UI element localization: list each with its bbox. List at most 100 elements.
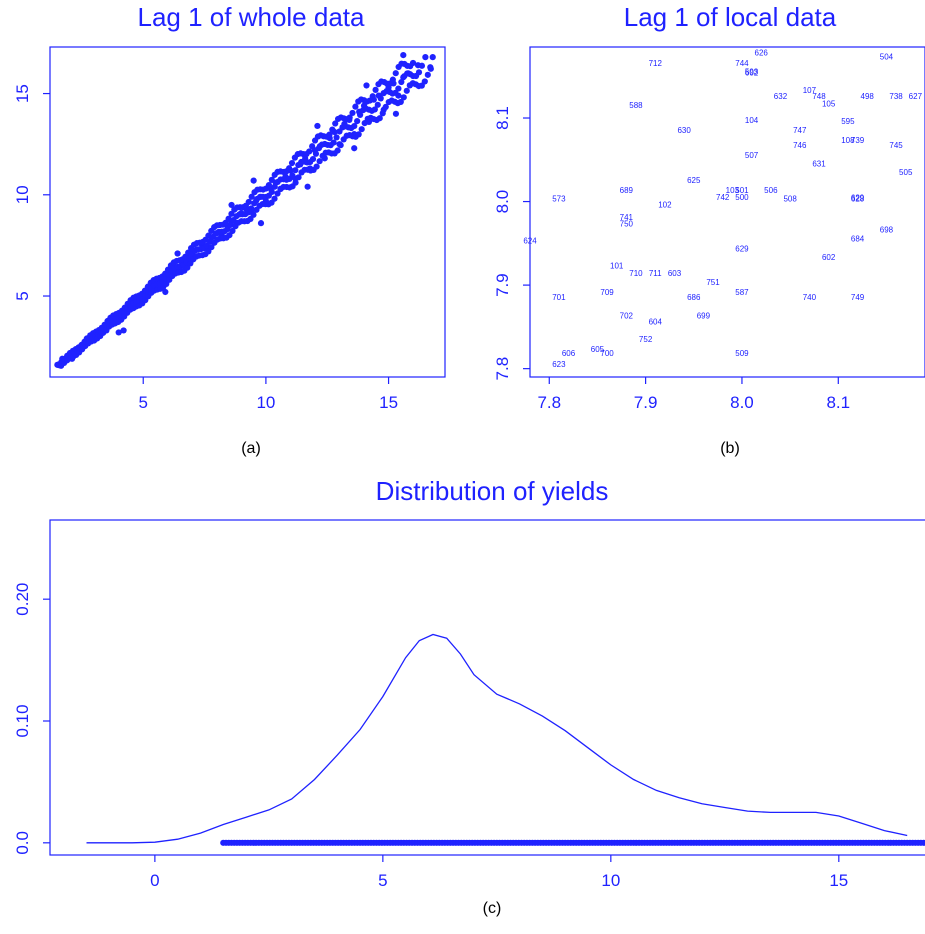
panel-b-xtick-label: 8.0 [730, 393, 754, 412]
point-label: 625 [687, 176, 701, 185]
point-label: 751 [706, 278, 720, 287]
scatter-point [162, 288, 169, 296]
panel-b-frame [529, 46, 925, 378]
scatter-point [332, 120, 339, 127]
point-label: 606 [562, 349, 576, 358]
panel-a-frame [49, 46, 446, 378]
scatter-point [392, 110, 400, 117]
scatter-point [268, 188, 275, 196]
panel-b-ytick-label: 7.9 [493, 273, 512, 297]
point-label: 744 [735, 59, 749, 68]
scatter-point [421, 78, 428, 85]
point-label: 102 [658, 200, 672, 209]
panel-c-rug [220, 839, 925, 846]
scatter-point [286, 165, 293, 172]
panel-a-axes: 5 10 15 5 10 15 [13, 84, 398, 412]
point-label: 498 [861, 92, 875, 101]
panel-c-xtick-label: 15 [829, 871, 848, 890]
scatter-point [174, 250, 181, 257]
point-label: 107 [803, 86, 817, 95]
panel-c-xtick-label: 5 [378, 871, 387, 890]
scatter-point [363, 82, 370, 89]
point-label: 595 [841, 117, 855, 126]
point-label: 740 [803, 293, 817, 302]
point-label: 103 [726, 186, 740, 195]
point-label: 710 [629, 269, 643, 278]
scatter-point [250, 211, 257, 218]
panel-c-frame [49, 519, 925, 856]
panel-c-xtick-label: 10 [601, 871, 620, 890]
panel-c-ytick-label: 0.0 [13, 831, 32, 855]
point-label: 573 [552, 195, 566, 204]
point-label: 742 [716, 193, 730, 202]
scatter-point [271, 183, 278, 190]
point-label: 629 [851, 194, 865, 203]
point-label: 623 [552, 360, 566, 369]
panel-b-ytick-label: 7.8 [493, 357, 512, 381]
point-label: 630 [677, 126, 691, 135]
panel-c-axes: 0 5 10 15 0.0 0.10 0.20 [13, 583, 848, 890]
panel-b-xtick-label: 7.9 [634, 393, 658, 412]
panel-c-caption: (c) [483, 900, 502, 917]
scatter-point [429, 54, 436, 61]
point-label: 587 [735, 288, 749, 297]
point-label: 712 [649, 59, 663, 68]
point-label: 588 [629, 101, 643, 110]
panel-b-title: Lag 1 of local data [624, 2, 837, 32]
scatter-point [403, 87, 410, 94]
panel-a-title: Lag 1 of whole data [138, 2, 365, 32]
point-label: 746 [793, 141, 807, 150]
panel-a-points [54, 51, 436, 369]
point-label: 505 [899, 168, 913, 177]
point-label: 509 [735, 349, 749, 358]
point-label: 702 [620, 312, 634, 321]
point-label: 738 [889, 92, 903, 101]
panel-c: Distribution of yields 0 5 10 15 0.0 0.10 0.20… [13, 476, 925, 917]
point-label: 632 [774, 92, 788, 101]
panel-b-ytick-label: 8.0 [493, 190, 512, 214]
point-label: 750 [620, 220, 634, 229]
point-label: 686 [687, 293, 701, 302]
panel-a-ytick-label: 5 [13, 291, 32, 300]
point-label: 506 [764, 186, 778, 195]
point-label: 104 [745, 116, 759, 125]
point-label: 624 [523, 236, 537, 245]
scatter-point [316, 158, 323, 165]
point-label: 699 [697, 312, 711, 321]
scatter-point [257, 220, 265, 227]
scatter-point [250, 177, 257, 184]
scatter-point [379, 110, 386, 117]
panel-b-ytick-label: 8.1 [493, 106, 512, 130]
scatter-point [424, 71, 431, 78]
scatter-point [248, 193, 255, 200]
scatter-point [358, 126, 365, 133]
scatter-point [400, 51, 407, 59]
panel-a-xtick-label: 15 [379, 393, 398, 412]
scatter-point [268, 176, 275, 183]
scatter-point [228, 201, 235, 209]
scatter-point [371, 106, 378, 113]
point-label: 108 [841, 136, 855, 145]
scatter-point [120, 327, 127, 334]
scatter-point [312, 150, 320, 157]
point-label: 603 [668, 269, 682, 278]
point-label: 700 [600, 349, 614, 358]
point-label: 602 [822, 253, 836, 262]
point-label: 701 [552, 293, 566, 302]
scatter-point [333, 134, 340, 141]
panel-b-axes: 7.8 7.9 8.0 8.1 7.8 7.9 8.0 8.1 [493, 106, 850, 412]
scatter-point [292, 179, 299, 186]
scatter-point [382, 103, 389, 111]
point-label: 752 [639, 335, 653, 344]
panel-a-caption: (a) [241, 440, 261, 457]
point-label: 684 [851, 235, 865, 244]
point-label: 745 [889, 141, 903, 150]
point-label: 629 [735, 245, 749, 254]
point-label: 749 [851, 293, 865, 302]
scatter-point [398, 78, 405, 86]
scatter-point [357, 111, 364, 118]
scatter-point [306, 148, 313, 155]
panel-b-xtick-label: 8.1 [826, 393, 850, 412]
scatter-point [295, 174, 302, 181]
